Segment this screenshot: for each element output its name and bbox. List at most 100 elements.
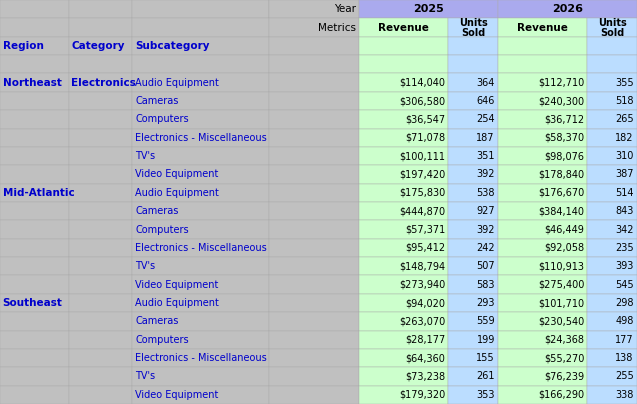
Bar <box>448 294 498 312</box>
Text: 155: 155 <box>476 353 495 363</box>
Text: $76,239: $76,239 <box>544 371 584 381</box>
Bar <box>269 37 359 55</box>
Bar <box>0 128 69 147</box>
Text: $28,177: $28,177 <box>405 335 445 345</box>
Bar <box>0 55 69 74</box>
Text: $94,020: $94,020 <box>405 298 445 308</box>
Text: 235: 235 <box>615 243 634 253</box>
Bar <box>448 147 498 165</box>
Bar <box>587 294 637 312</box>
Bar <box>448 92 498 110</box>
Bar <box>132 92 269 110</box>
Text: $95,412: $95,412 <box>405 243 445 253</box>
Text: 242: 242 <box>476 243 495 253</box>
Text: Region: Region <box>3 41 43 51</box>
Text: Year: Year <box>334 4 356 14</box>
Bar <box>69 37 132 55</box>
Text: $46,449: $46,449 <box>544 225 584 235</box>
Bar <box>498 386 587 404</box>
Text: Audio Equipment: Audio Equipment <box>135 298 219 308</box>
Bar <box>359 257 448 276</box>
Bar <box>498 220 587 239</box>
Text: Units
Sold: Units Sold <box>598 17 627 38</box>
Text: 843: 843 <box>615 206 634 216</box>
Bar <box>498 239 587 257</box>
Bar <box>0 349 69 367</box>
Bar <box>69 147 132 165</box>
Text: $114,040: $114,040 <box>399 78 445 88</box>
Bar <box>132 128 269 147</box>
Text: Southeast: Southeast <box>3 298 62 308</box>
Bar <box>359 330 448 349</box>
Bar <box>448 202 498 220</box>
Bar <box>498 367 587 386</box>
Bar <box>587 202 637 220</box>
Bar <box>498 147 587 165</box>
Text: $36,712: $36,712 <box>544 114 584 124</box>
Text: 293: 293 <box>476 298 495 308</box>
Bar <box>0 202 69 220</box>
Bar <box>359 184 448 202</box>
Text: 646: 646 <box>476 96 495 106</box>
Text: 261: 261 <box>476 371 495 381</box>
Text: $306,580: $306,580 <box>399 96 445 106</box>
Bar <box>269 110 359 128</box>
Bar <box>359 18 448 37</box>
Bar <box>587 37 637 55</box>
Bar <box>132 18 269 37</box>
Text: $112,710: $112,710 <box>538 78 584 88</box>
Text: 355: 355 <box>615 78 634 88</box>
Text: TV's: TV's <box>135 371 155 381</box>
Bar <box>269 312 359 330</box>
Bar <box>0 92 69 110</box>
Bar <box>587 184 637 202</box>
Bar <box>69 184 132 202</box>
Text: 387: 387 <box>615 169 634 179</box>
Bar <box>448 110 498 128</box>
Bar <box>69 92 132 110</box>
Bar <box>587 165 637 184</box>
Bar <box>498 92 587 110</box>
Text: $263,070: $263,070 <box>399 316 445 326</box>
Bar <box>359 276 448 294</box>
Text: Computers: Computers <box>135 225 189 235</box>
Text: 177: 177 <box>615 335 634 345</box>
Text: $178,840: $178,840 <box>538 169 584 179</box>
Bar <box>269 220 359 239</box>
Bar <box>0 184 69 202</box>
Bar <box>0 294 69 312</box>
Bar <box>498 294 587 312</box>
Text: 538: 538 <box>476 188 495 198</box>
Text: 298: 298 <box>615 298 634 308</box>
Text: 545: 545 <box>615 280 634 290</box>
Text: 559: 559 <box>476 316 495 326</box>
Bar <box>132 0 269 18</box>
Text: 351: 351 <box>476 151 495 161</box>
Bar <box>0 110 69 128</box>
Bar <box>587 92 637 110</box>
Text: Northeast: Northeast <box>3 78 61 88</box>
Bar <box>498 0 637 18</box>
Text: $101,710: $101,710 <box>538 298 584 308</box>
Text: Electronics: Electronics <box>71 78 136 88</box>
Text: $166,290: $166,290 <box>538 390 584 400</box>
Bar <box>498 202 587 220</box>
Bar <box>587 220 637 239</box>
Bar <box>269 276 359 294</box>
Text: 310: 310 <box>615 151 634 161</box>
Bar <box>0 386 69 404</box>
Bar <box>69 18 132 37</box>
Bar <box>448 386 498 404</box>
Text: $230,540: $230,540 <box>538 316 584 326</box>
Text: Computers: Computers <box>135 114 189 124</box>
Text: Mid-Atlantic: Mid-Atlantic <box>3 188 75 198</box>
Bar <box>587 110 637 128</box>
Text: Revenue: Revenue <box>517 23 568 33</box>
Bar <box>359 349 448 367</box>
Bar <box>0 220 69 239</box>
Text: 182: 182 <box>615 133 634 143</box>
Bar <box>0 276 69 294</box>
Bar <box>69 276 132 294</box>
Bar <box>587 128 637 147</box>
Bar <box>498 312 587 330</box>
